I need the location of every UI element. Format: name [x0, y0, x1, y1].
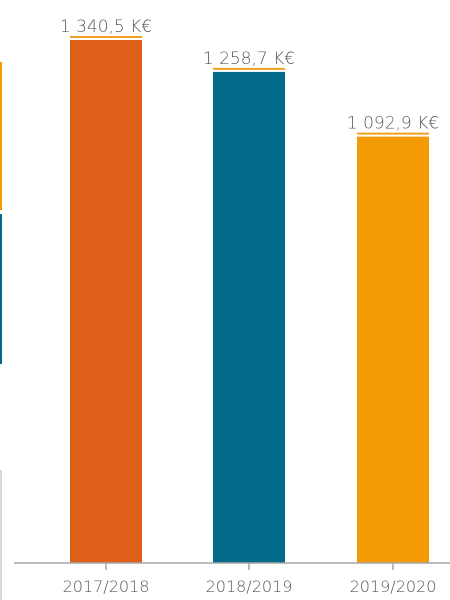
value-labels-layer: 1 340,5 K€ 1 258,7 K€ 1 092,9 K€ — [60, 17, 439, 135]
value-label: 1 258,7 K€ — [203, 49, 295, 69]
left-edge-strip-gray — [0, 470, 2, 600]
bar-2019-2020 — [357, 136, 429, 563]
bar-2017-2018 — [70, 40, 142, 563]
x-tick-label: 2017/2018 — [63, 577, 150, 596]
x-tick-label: 2019/2020 — [350, 577, 437, 596]
value-label: 1 340,5 K€ — [60, 17, 152, 37]
bars-layer — [70, 40, 429, 563]
left-edge-strip-orange — [0, 62, 2, 210]
bar-2018-2019 — [213, 71, 285, 563]
value-label: 1 092,9 K€ — [347, 114, 439, 134]
left-edge-strip-blue — [0, 214, 2, 364]
x-axis-ticks-layer: 2017/2018 2018/2019 2019/2020 — [63, 563, 437, 596]
x-tick-label: 2018/2019 — [206, 577, 293, 596]
